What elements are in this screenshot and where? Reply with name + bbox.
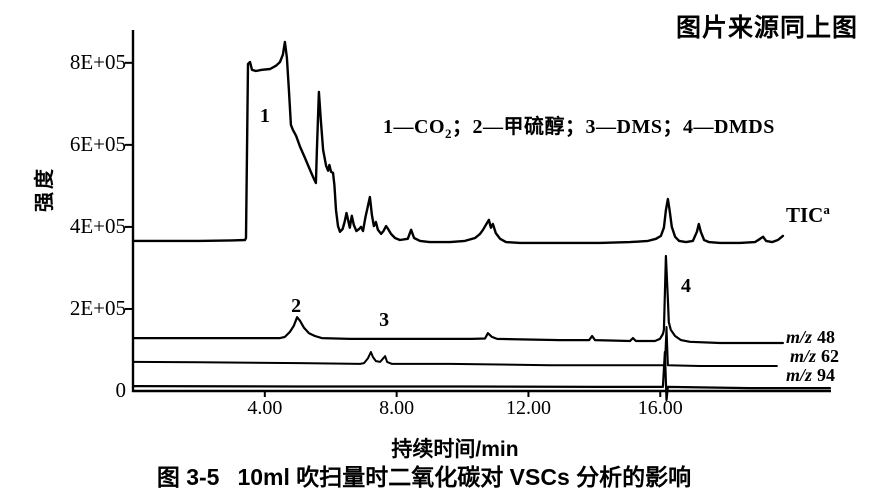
mz94-value: 94 [817, 365, 836, 385]
trace-mz48 [131, 254, 784, 345]
y-tick-label: 4E+05 [69, 213, 126, 238]
trace-label-mz94: m/z 94 [786, 365, 835, 386]
y-tick-label: 0 [115, 378, 127, 402]
y-axis-title: 强度 [34, 166, 56, 212]
peak-label-4: 4 [680, 275, 691, 298]
caption-number: 图 3-5 [156, 464, 220, 490]
y-tick-label: 6E+05 [69, 131, 126, 156]
legend-rest: ；2—甲硫醇；3—DMS；4—DMDS [452, 116, 775, 138]
peak-legend: 1—CO2；2—甲硫醇；3—DMS；4—DMDS [383, 110, 775, 142]
tic-superscript: a [823, 202, 830, 217]
trace-tic [131, 40, 785, 245]
y-tick-label: 2E+05 [69, 295, 126, 320]
legend-subscript: 2 [445, 126, 452, 141]
peak-label-3: 3 [379, 309, 390, 332]
trace-label-tic: TICa [786, 202, 830, 228]
x-tick-label: 12.00 [505, 397, 551, 419]
mz48-prefix: m/z [786, 327, 813, 347]
x-tick-label: 8.00 [379, 397, 415, 419]
trace-label-mz48: m/z 48 [786, 327, 835, 348]
x-tick-label: 4.00 [247, 397, 283, 419]
mz62-value: 62 [821, 346, 840, 366]
caption-text: 10ml 吹扫量时二氧化碳对 VSCs 分析的影响 [237, 464, 692, 490]
mz94-prefix: m/z [786, 365, 813, 385]
mz62-prefix: m/z [790, 346, 817, 366]
legend-prefix: 1—CO [383, 116, 445, 138]
x-tick-label: 16.00 [637, 397, 683, 419]
peak-label-1: 1 [259, 104, 270, 127]
x-axis-title: 持续时间/min [391, 438, 519, 461]
y-tick-label: 8E+05 [69, 49, 126, 74]
peak-label-2: 2 [291, 295, 302, 318]
trace-mz62 [132, 326, 778, 367]
figure-caption: 图 3-5 10ml 吹扫量时二氧化碳对 VSCs 分析的影响 [0, 458, 848, 492]
mz48-value: 48 [817, 327, 836, 347]
tic-text: TIC [786, 203, 824, 227]
source-note: 图片来源同上图 [675, 14, 858, 42]
trace-label-mz62: m/z 62 [790, 346, 839, 367]
trace-mz94 [131, 350, 832, 402]
